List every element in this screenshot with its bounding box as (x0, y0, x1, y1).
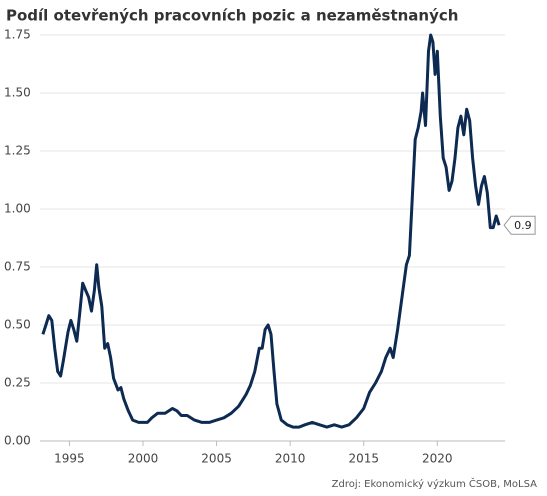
end-label: 0.9 (514, 219, 532, 232)
x-tick-label: 1995 (54, 452, 85, 466)
x-tick-label: 2015 (348, 452, 379, 466)
y-tick-label: 0.25 (4, 376, 31, 390)
y-tick-label: 1.25 (4, 144, 31, 158)
y-tick-label: 1.00 (4, 202, 31, 216)
x-tick-label: 2000 (128, 452, 159, 466)
x-tick-label: 2010 (275, 452, 306, 466)
y-tick-label: 0.75 (4, 260, 31, 274)
y-tick-label: 0.00 (4, 434, 31, 448)
y-tick-label: 1.50 (4, 86, 31, 100)
end-label-box (503, 215, 536, 235)
line (41, 33, 501, 429)
y-tick-label: 0.50 (4, 318, 31, 332)
chart-title: Podíl otevřených pracovních pozic a neza… (6, 7, 458, 25)
x-tick-label: 2020 (422, 452, 453, 466)
y-tick-label: 1.75 (4, 28, 31, 42)
x-tick-label: 2005 (201, 452, 232, 466)
source: Zdroj: Ekonomický výzkum ČSOB, MoLSA (332, 477, 538, 490)
